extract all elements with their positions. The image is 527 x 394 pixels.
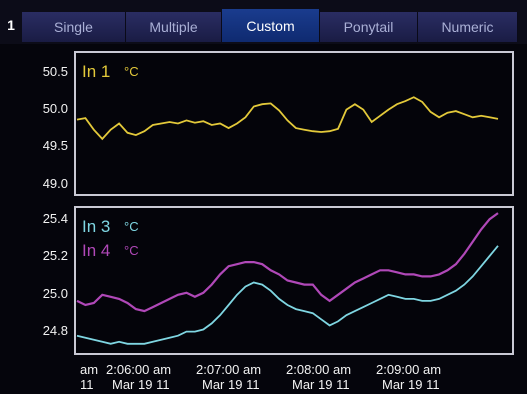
bottom-chart-y-tick: 25.0 [42,286,68,301]
tab-multiple[interactable]: Multiple [126,12,222,42]
x-tick-time: 2:07:00 am [196,362,262,377]
tab-ponytail[interactable]: Ponytail [320,12,418,42]
tab-numeric[interactable]: Numeric [418,12,518,42]
series-line-in4 [76,212,499,313]
top-chart-y-tick: 50.5 [42,64,68,79]
series-line-in1 [76,96,499,141]
x-tick-time: 2:09:00 am [376,362,442,377]
bottom-legend-in3-name: In 3 [82,217,110,236]
x-tick-time: 2:06:00 am [106,362,172,377]
x-tick-date: Mar 19 11 [202,377,260,392]
x-tick-time: 2:08:00 am [286,362,352,377]
top-chart-y-tick: 50.0 [42,101,68,116]
x-tick-date: Mar 19 11 [292,377,350,392]
top-legend-in1-unit: °C [124,64,139,79]
bottom-legend-in4-unit: °C [124,243,139,258]
x-tick-time: am [80,362,99,377]
bottom-legend-in4-name: In 4 [82,241,110,260]
x-tick-date: Mar 19 11 [112,377,170,392]
bottom-legend-in3-unit: °C [124,219,139,234]
bottom-chart-y-tick: 24.8 [42,323,68,338]
top-chart-y-tick: 49.5 [42,138,68,153]
tab-bar: 1 Single Multiple Custom Ponytail Numeri… [0,0,527,44]
tab-single[interactable]: Single [22,12,126,42]
bottom-chart-frame [74,206,514,355]
tab-index: 1 [7,17,15,33]
top-legend-in1-name: In 1 [82,62,110,81]
series-line-in3 [76,245,499,345]
top-chart-frame [74,51,514,196]
x-tick-date: 11 [80,377,94,392]
bottom-chart-y-tick: 25.2 [42,248,68,263]
x-tick-date: Mar 19 11 [382,377,440,392]
bottom-chart-y-tick: 25.4 [42,211,68,226]
top-chart-y-tick: 49.0 [42,176,68,191]
tab-custom[interactable]: Custom [222,9,320,42]
